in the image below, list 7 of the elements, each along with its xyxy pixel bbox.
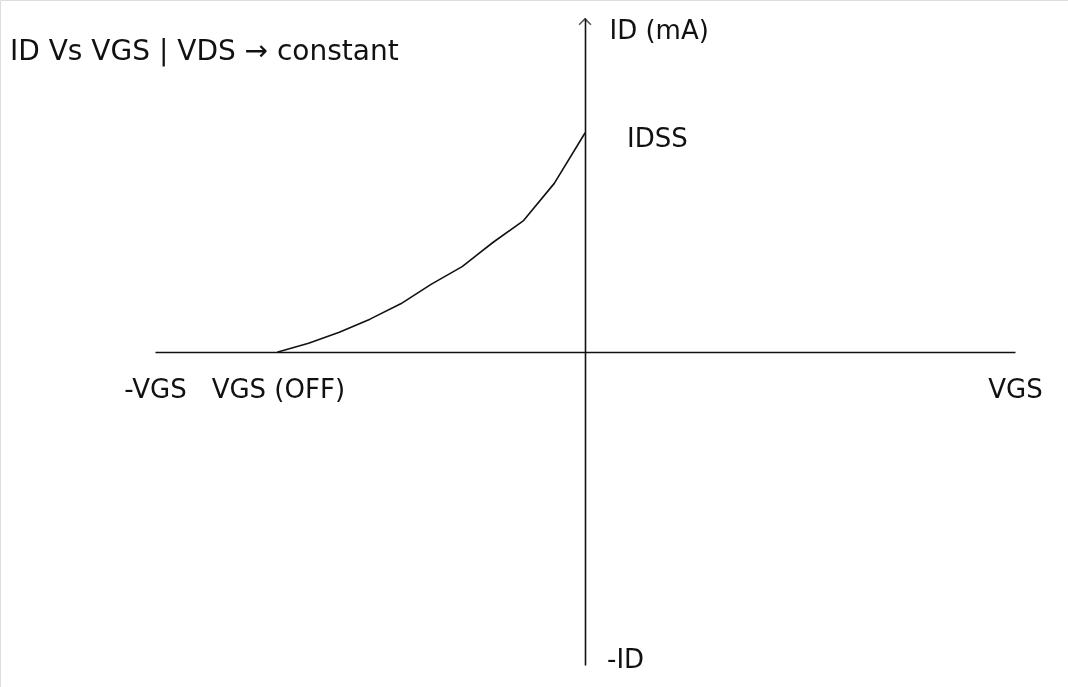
text: -ID <box>607 644 645 674</box>
chart-title: ID Vs VGS | VDS → constant <box>10 34 399 67</box>
x-tick-label: VGS (OFF) <box>211 373 346 404</box>
x-tick-label: VGS <box>988 373 1043 404</box>
y-axis-title: ID (mA) <box>609 14 709 45</box>
annotation: IDSS <box>627 123 688 153</box>
x-tick-label: -VGS <box>124 373 187 404</box>
